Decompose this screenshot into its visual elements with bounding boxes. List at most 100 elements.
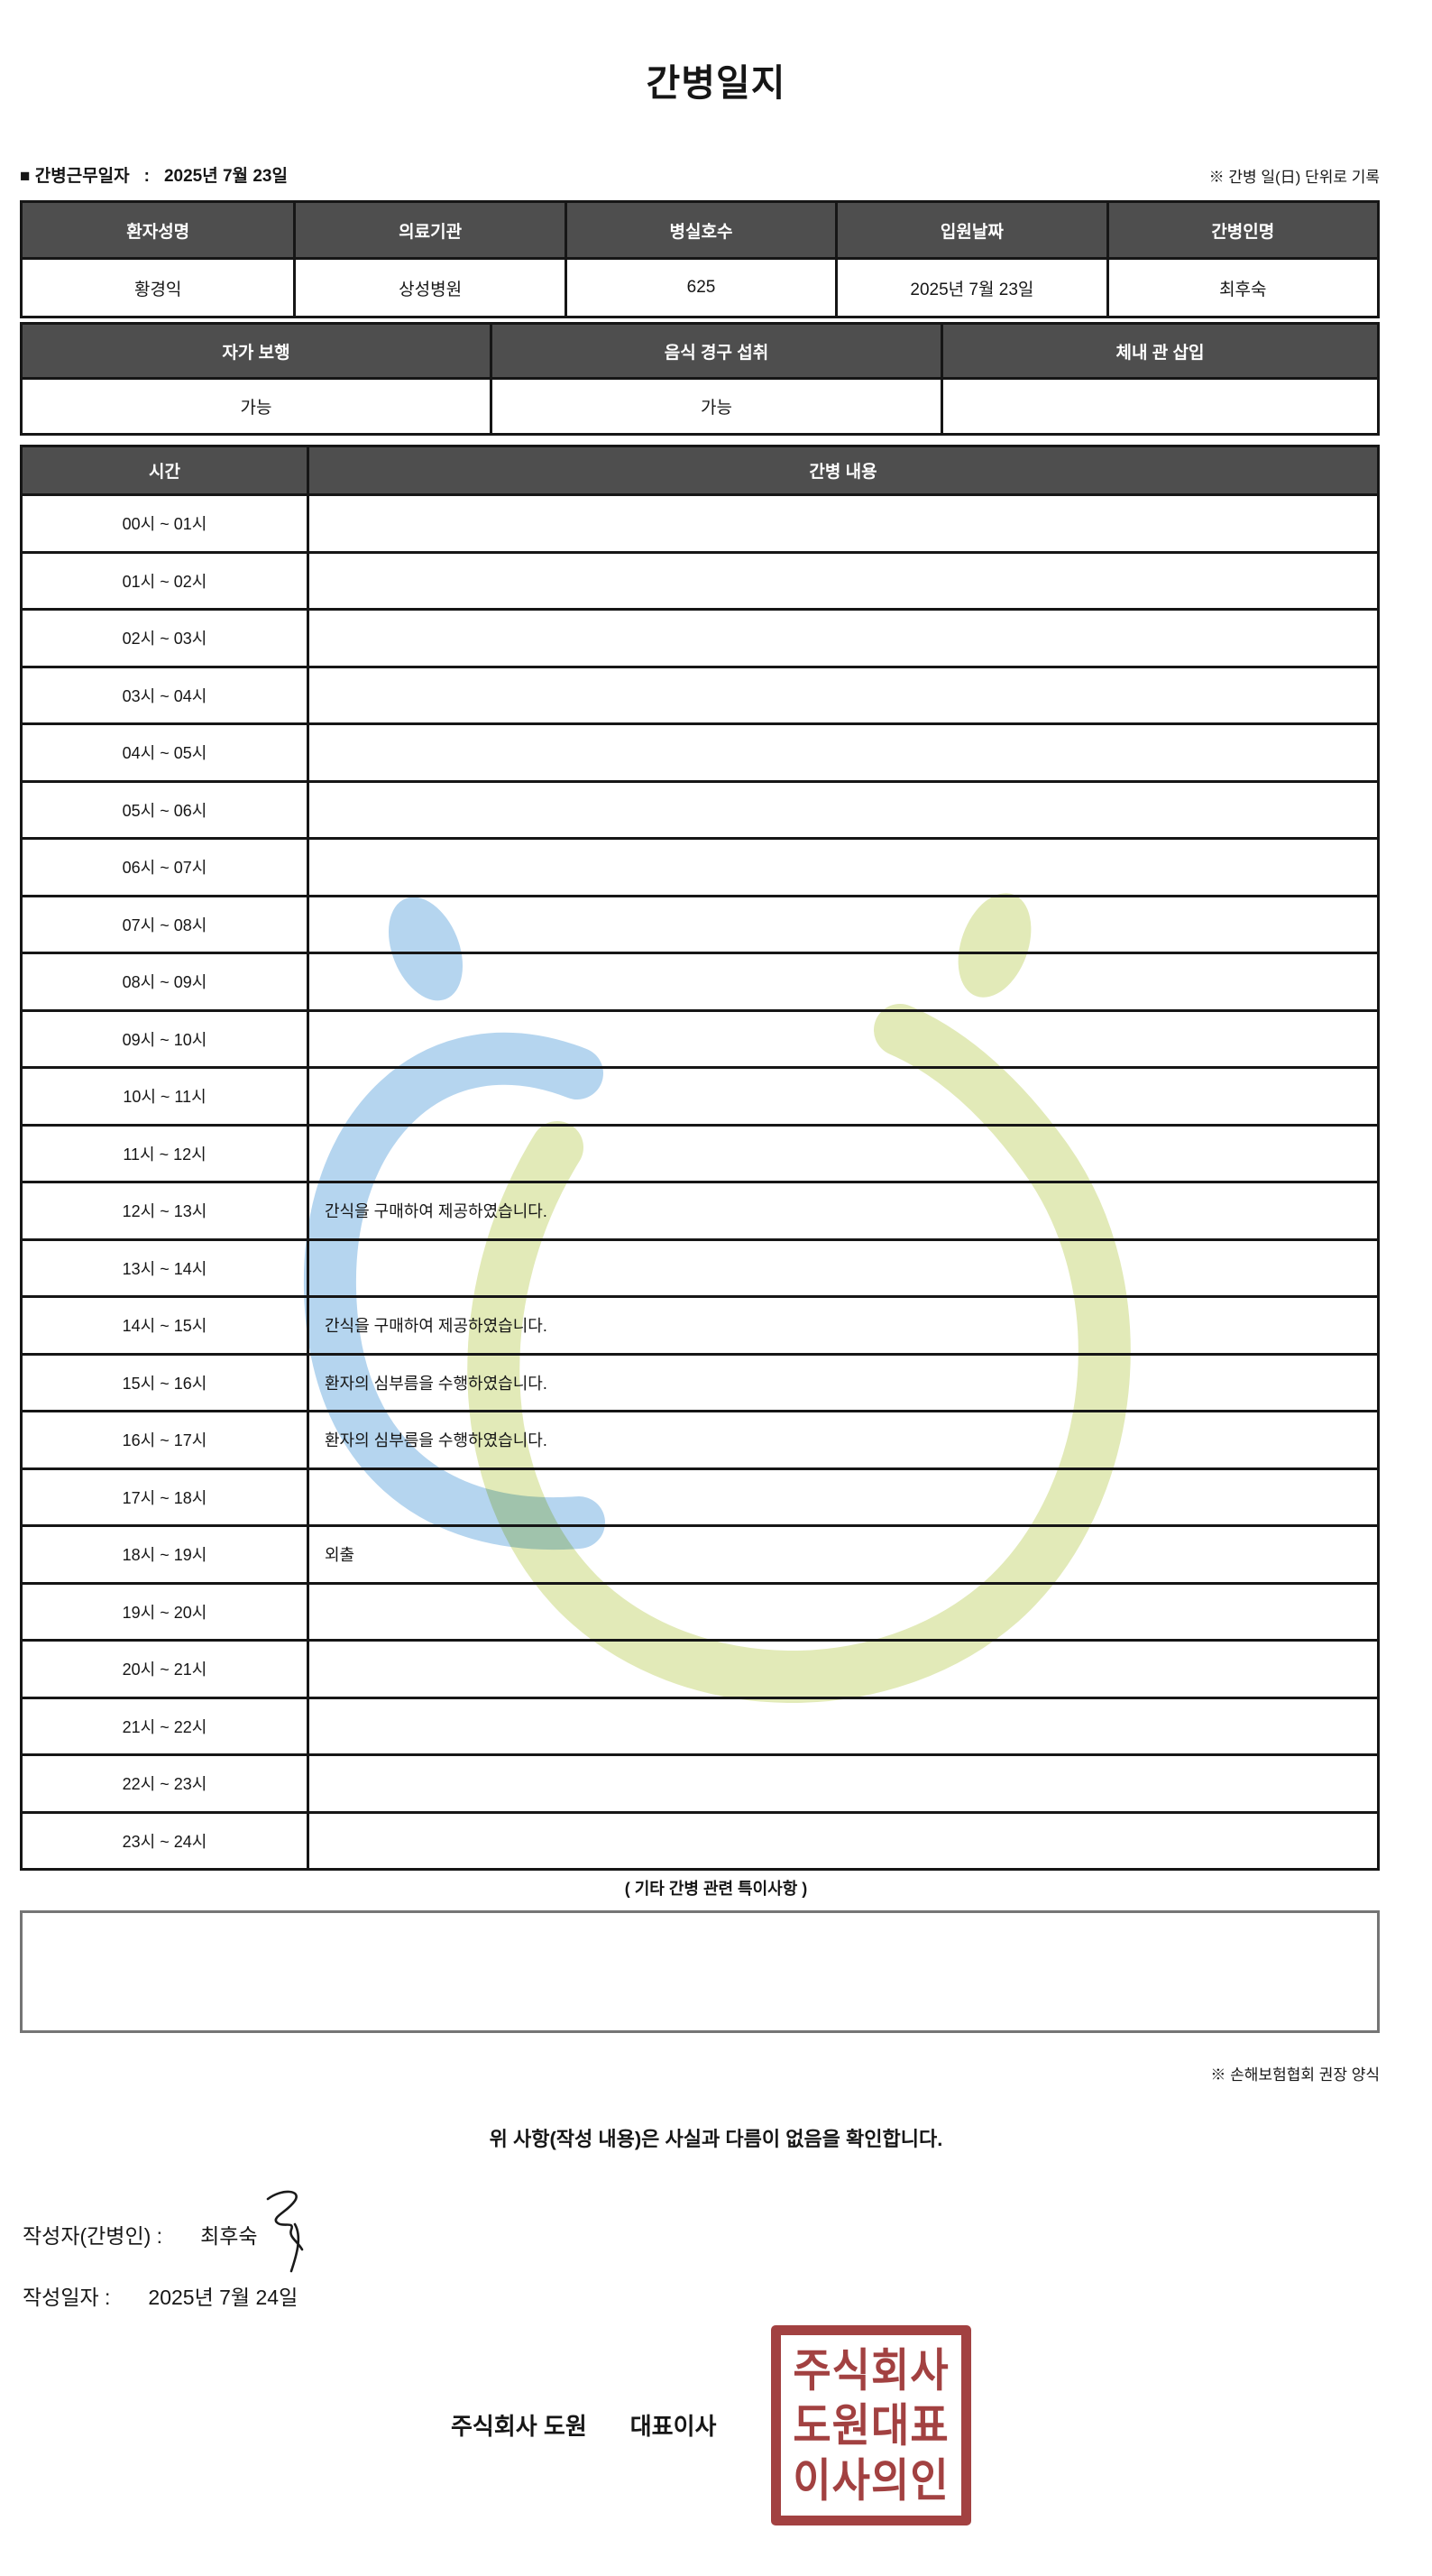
work-date-label: ■ 간병근무일자 [20, 167, 130, 186]
care-content-cell [307, 1584, 1377, 1639]
page-title: 간병일지 [646, 62, 786, 104]
work-date-value: 2025년 7월 23일 [163, 167, 288, 186]
stamp-line-3: 이사의인 [793, 2454, 950, 2507]
care-content-cell: 외출 [307, 1527, 1377, 1582]
timesheet-header-row: 시간 간병 내용 [23, 447, 1377, 496]
handwritten-signature [266, 2190, 304, 2273]
work-date: ■ 간병근무일자 : 2025년 7월 23일 [20, 162, 288, 187]
time-range-cell: 03시 ~ 04시 [122, 686, 207, 705]
written-date-line: 작성일자 : 2025년 7월 24일 [23, 2280, 298, 2311]
table-row: 07시 ~ 08시 [23, 894, 1377, 952]
work-date-separator: : [143, 167, 150, 186]
tube-insertion-value [941, 380, 1377, 433]
time-column-header: 시간 [23, 447, 307, 493]
care-content-cell [307, 1126, 1377, 1181]
table-row: 16시 ~ 17시 환자의 심부름을 수행하였습니다. [23, 1410, 1377, 1467]
time-range-cell: 08시 ~ 09시 [122, 973, 207, 992]
time-range-cell: 21시 ~ 22시 [122, 1717, 207, 1736]
time-range-cell: 13시 ~ 14시 [122, 1259, 207, 1278]
table-row: 13시 ~ 14시 [23, 1237, 1377, 1295]
room-number-header: 병실호수 [564, 203, 836, 257]
table-row: 11시 ~ 12시 [23, 1123, 1377, 1181]
writer-label: 작성자(간병인) : [23, 2224, 163, 2248]
written-date-value: 2025년 7월 24일 [148, 2286, 298, 2309]
admission-date-header: 입원날짜 [835, 203, 1106, 257]
care-content-cell: 간식을 구매하여 제공하였습니다. [307, 1298, 1377, 1353]
caregiver-name-value: 최후숙 [1106, 260, 1377, 316]
hospital-header: 의료기관 [293, 203, 565, 257]
time-range-cell: 09시 ~ 10시 [122, 1030, 207, 1049]
table-row: 21시 ~ 22시 [23, 1696, 1377, 1753]
writer-name: 최후숙 [200, 2224, 258, 2248]
unit-note: ※ 간병 일(日) 단위로 기록 [1208, 169, 1380, 186]
table-row: 03시 ~ 04시 [23, 665, 1377, 722]
care-content-cell [307, 1469, 1377, 1524]
status-table-header-row: 자가 보행 음식 경구 섭취 체내 관 삽입 [23, 325, 1377, 377]
table-row: 22시 ~ 23시 [23, 1753, 1377, 1811]
admission-date-value: 2025년 7월 23일 [835, 260, 1106, 316]
company-line: 주식회사 도원 대표이사 [451, 2408, 716, 2442]
table-row: 15시 ~ 16시 환자의 심부름을 수행하였습니다. [23, 1352, 1377, 1410]
time-range-cell: 22시 ~ 23시 [122, 1775, 207, 1794]
stamp-line-1: 주식회사 [793, 2344, 950, 2397]
table-row: 01시 ~ 02시 [23, 550, 1377, 608]
self-walking-header: 자가 보행 [23, 325, 490, 377]
written-date-label: 작성일자 : [23, 2286, 111, 2309]
care-content-cell [307, 897, 1377, 952]
time-range-cell: 16시 ~ 17시 [122, 1431, 207, 1450]
watermark-green-dot [958, 893, 1032, 998]
care-content-cell [307, 496, 1377, 551]
time-range-cell: 04시 ~ 05시 [122, 744, 207, 763]
care-content-cell: 간식을 구매하여 제공하였습니다. [307, 1183, 1377, 1238]
care-content-cell [307, 1069, 1377, 1124]
time-range-cell: 01시 ~ 02시 [122, 572, 207, 591]
table-row: 14시 ~ 15시 간식을 구매하여 제공하였습니다. [23, 1295, 1377, 1353]
care-content-cell: 환자의 심부름을 수행하였습니다. [307, 1355, 1377, 1410]
special-notes-heading: ( 기타 간병 관련 특이사항 ) [624, 1880, 808, 1898]
special-notes-box [20, 1910, 1380, 2033]
time-range-cell: 05시 ~ 06시 [122, 801, 207, 820]
time-range-cell: 07시 ~ 08시 [122, 915, 207, 934]
self-walking-value: 가능 [240, 399, 272, 418]
corporate-seal-stamp: 주식회사 도원대표 이사의인 [771, 2325, 971, 2525]
care-content-cell [307, 611, 1377, 666]
time-range-cell: 18시 ~ 19시 [122, 1546, 207, 1565]
caregiver-name-header: 간병인명 [1106, 203, 1377, 257]
form-recommendation-note: ※ 손해보험협회 권장 양식 [1210, 2066, 1380, 2084]
time-range-cell: 06시 ~ 07시 [122, 859, 207, 878]
table-row: 23시 ~ 24시 [23, 1810, 1377, 1868]
care-content-cell [307, 840, 1377, 895]
oral-intake-header: 음식 경구 섭취 [490, 325, 941, 377]
room-number-value: 625 [564, 260, 835, 316]
care-content-cell [307, 1813, 1377, 1868]
patient-table-value-row: 황경익 상성병원 625 2025년 7월 23일 최후숙 [23, 257, 1377, 316]
table-row: 19시 ~ 20시 [23, 1581, 1377, 1639]
hospital-value: 상성병원 [293, 260, 564, 316]
tube-insertion-header: 체내 관 삽입 [941, 325, 1377, 377]
ceo-title: 대표이사 [629, 2413, 717, 2440]
care-content-cell [307, 1642, 1377, 1697]
table-row: 06시 ~ 07시 [23, 837, 1377, 895]
time-range-cell: 20시 ~ 21시 [122, 1661, 207, 1679]
hourly-care-table: 시간 간병 내용 00시 ~ 01시 01시 ~ 02시 02시 ~ 03시 0… [20, 445, 1380, 1871]
care-content-cell [307, 1756, 1377, 1811]
patient-status-table: 자가 보행 음식 경구 섭취 체내 관 삽입 가능 가능 [20, 322, 1380, 436]
writer-line: 작성자(간병인) : 최후숙 [23, 2219, 258, 2249]
confirmation-statement: 위 사항(작성 내용)은 사실과 다름이 없음을 확인합니다. [489, 2128, 943, 2150]
time-range-cell: 11시 ~ 12시 [123, 1145, 207, 1164]
table-row: 02시 ~ 03시 [23, 608, 1377, 666]
care-content-cell [307, 553, 1377, 608]
care-content-cell [307, 954, 1377, 1009]
care-content-cell [307, 1698, 1377, 1753]
table-row: 12시 ~ 13시 간식을 구매하여 제공하였습니다. [23, 1181, 1377, 1238]
care-content-cell [307, 667, 1377, 722]
meta-row: ■ 간병근무일자 : 2025년 7월 23일 ※ 간병 일(日) 단위로 기록 [20, 162, 1380, 187]
table-row: 09시 ~ 10시 [23, 1008, 1377, 1066]
status-table-value-row: 가능 가능 [23, 377, 1377, 433]
patient-name-value: 황경익 [133, 280, 182, 299]
table-row: 20시 ~ 21시 [23, 1639, 1377, 1697]
time-range-cell: 12시 ~ 13시 [122, 1202, 207, 1221]
table-row: 05시 ~ 06시 [23, 779, 1377, 837]
patient-name-header: 환자성명 [23, 203, 294, 257]
timesheet-rows: 00시 ~ 01시 01시 ~ 02시 02시 ~ 03시 03시 ~ 04시 … [23, 496, 1377, 1868]
